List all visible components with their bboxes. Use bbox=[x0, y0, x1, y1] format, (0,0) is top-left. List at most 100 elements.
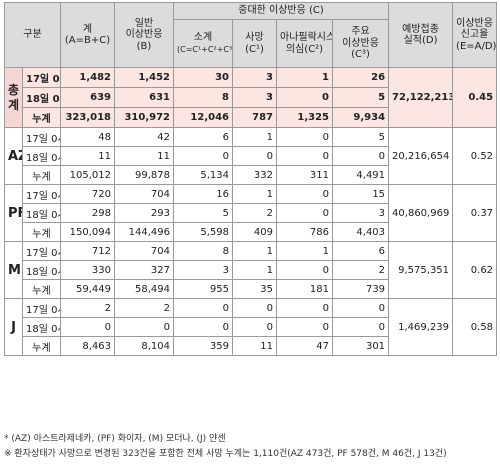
table-cell: 47 bbox=[276, 336, 333, 356]
table-cell: 704 bbox=[114, 184, 174, 204]
table-cell: 0 bbox=[276, 298, 333, 318]
table-cell: 0 bbox=[276, 317, 333, 337]
table-cell: 0 bbox=[114, 317, 174, 337]
table-cell: 3 bbox=[173, 260, 233, 280]
table-row: 누계 323,018 310,972 12,046 787 1,325 9,934 bbox=[5, 107, 497, 128]
row-label: 17일 0시 bbox=[22, 184, 61, 204]
report-rate-value: 0.52 bbox=[452, 127, 498, 185]
table-cell: 323,018 bbox=[60, 107, 115, 128]
row-label: 누계 bbox=[22, 279, 61, 299]
header-serious: 중대한 이상반응 (C) bbox=[172, 2, 390, 20]
vaccinated-value: 20,216,654 bbox=[388, 127, 454, 185]
table-cell: 712 bbox=[60, 241, 115, 261]
table-cell: 59,449 bbox=[60, 279, 115, 299]
row-label: 18일 0시 bbox=[22, 203, 61, 223]
row-label: 누계 bbox=[22, 336, 61, 356]
row-label: 18일 0시 bbox=[22, 87, 61, 108]
table-cell: 1 bbox=[232, 184, 277, 204]
table-cell: 4,403 bbox=[331, 222, 390, 242]
table-cell: 631 bbox=[114, 87, 174, 108]
group-label: AZ bbox=[4, 127, 23, 185]
table-cell: 409 bbox=[232, 222, 277, 242]
table-cell: 0 bbox=[232, 317, 277, 337]
row-label: 17일 0시 bbox=[22, 127, 61, 147]
table-cell: 9,934 bbox=[331, 107, 390, 128]
table-cell: 6 bbox=[173, 127, 233, 147]
table-cell: 99,878 bbox=[114, 165, 174, 185]
table-cell: 0 bbox=[276, 146, 333, 166]
table-cell: 298 bbox=[60, 203, 115, 223]
table-cell: 0 bbox=[331, 298, 390, 318]
table-cell: 11 bbox=[232, 336, 277, 356]
vaccinated-value: 40,860,969 bbox=[388, 184, 454, 242]
table-cell: 26 bbox=[331, 67, 390, 88]
table-row: 18일 0시000000 bbox=[5, 317, 497, 337]
table-cell: 4,491 bbox=[331, 165, 390, 185]
table-cell: 0 bbox=[173, 317, 233, 337]
row-label: 18일 0시 bbox=[22, 260, 61, 280]
footnote-vaccine-codes: * (AZ) 아스트라제네카, (PF) 화이자, (M) 모더나, (J) 얀… bbox=[4, 434, 226, 444]
table-cell: 5 bbox=[331, 127, 390, 147]
table-cell: 739 bbox=[331, 279, 390, 299]
header-category: 구분 bbox=[4, 2, 61, 68]
report-rate-value: 0.37 bbox=[452, 184, 498, 242]
row-label: 누계 bbox=[22, 222, 61, 242]
footnotes: * (AZ) 아스트라제네카, (PF) 화이자, (M) 모더나, (J) 얀… bbox=[4, 432, 496, 462]
table-cell: 8 bbox=[173, 87, 233, 108]
table-cell: 1 bbox=[276, 241, 333, 261]
table-cell: 2 bbox=[114, 298, 174, 318]
table-cell: 293 bbox=[114, 203, 174, 223]
vaccinated-value: 72,122,213 bbox=[388, 67, 454, 128]
table-cell: 310,972 bbox=[114, 107, 174, 128]
table-cell: 35 bbox=[232, 279, 277, 299]
row-label: 18일 0시 bbox=[22, 146, 61, 166]
table-cell: 0 bbox=[173, 298, 233, 318]
table-cell: 16 bbox=[173, 184, 233, 204]
header-death: 사망 (C¹) bbox=[232, 19, 277, 68]
table-cell: 1 bbox=[232, 127, 277, 147]
table-cell: 1,482 bbox=[60, 67, 115, 88]
table-cell: 786 bbox=[276, 222, 333, 242]
table-cell: 955 bbox=[173, 279, 233, 299]
table-cell: 11 bbox=[60, 146, 115, 166]
table-cell: 30 bbox=[173, 67, 233, 88]
table-cell: 704 bbox=[114, 241, 174, 261]
report-rate-value: 0.58 bbox=[452, 298, 498, 356]
table-cell: 5 bbox=[331, 87, 390, 108]
table-cell: 1 bbox=[232, 260, 277, 280]
table-row: 누계 105,012 99,878 5,134 332 311 4,491 bbox=[5, 165, 497, 185]
table-cell: 1,452 bbox=[114, 67, 174, 88]
table-cell: 311 bbox=[276, 165, 333, 185]
adverse-reaction-table: 구분 계 (A=B+C) 일반 이상반응 (B) 중대한 이상반응 (C) 예방접종 실… bbox=[4, 2, 498, 356]
row-label: 누계 bbox=[22, 165, 61, 185]
row-label: 17일 0시 bbox=[22, 67, 61, 88]
table-cell: 3 bbox=[232, 67, 277, 88]
table-cell: 0 bbox=[276, 127, 333, 147]
table-cell: 720 bbox=[60, 184, 115, 204]
header-major: 주요 이상반응 (C³) bbox=[331, 19, 390, 68]
table-cell: 58,494 bbox=[114, 279, 174, 299]
row-label: 17일 0시 bbox=[22, 298, 61, 318]
table-cell: 1,325 bbox=[276, 107, 333, 128]
table-cell: 42 bbox=[114, 127, 174, 147]
table-cell: 15 bbox=[331, 184, 390, 204]
table-cell: 0 bbox=[331, 146, 390, 166]
table-row: 누계 8,463 8,104 359 11 47 301 bbox=[5, 336, 497, 356]
table-cell: 2 bbox=[331, 260, 390, 280]
footnote-death-total: ※ 환자상태가 사망으로 변경된 323건을 포함한 전체 사망 누계는 1,1… bbox=[4, 449, 447, 459]
table-cell: 1 bbox=[276, 67, 333, 88]
table-cell: 3 bbox=[331, 203, 390, 223]
row-label: 17일 0시 bbox=[22, 241, 61, 261]
header-rate: 이상반응 신고율 (E=A/D) bbox=[452, 2, 498, 68]
table-cell: 5 bbox=[173, 203, 233, 223]
row-label: 18일 0시 bbox=[22, 317, 61, 337]
header-vaccinated: 예방접종 실적(D) bbox=[388, 2, 454, 68]
table-cell: 48 bbox=[60, 127, 115, 147]
table-cell: 144,496 bbox=[114, 222, 174, 242]
table-cell: 12,046 bbox=[173, 107, 233, 128]
